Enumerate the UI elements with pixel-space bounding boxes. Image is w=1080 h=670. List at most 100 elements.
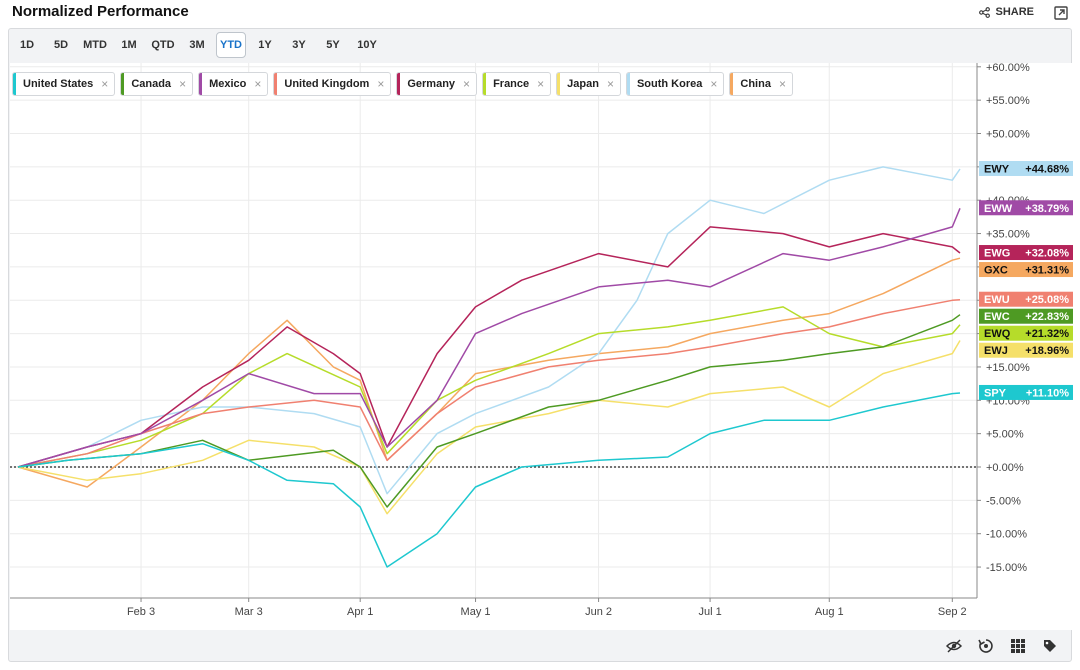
reset-zoom-icon[interactable] bbox=[978, 638, 994, 654]
end-label-value: +21.32% bbox=[1025, 328, 1069, 340]
end-label-badge bbox=[979, 342, 1073, 358]
y-tick-label: +60.00% bbox=[986, 62, 1030, 74]
end-label-value: +32.08% bbox=[1025, 248, 1069, 260]
legend-swatch bbox=[557, 73, 561, 95]
y-tick-label: +35.00% bbox=[986, 229, 1030, 241]
y-tick-label: -10.00% bbox=[986, 529, 1027, 541]
end-label-value: +18.96% bbox=[1025, 345, 1069, 357]
end-label-badge bbox=[979, 262, 1073, 278]
share-button[interactable]: SHARE bbox=[979, 6, 1034, 18]
legend-label: United Kingdom bbox=[284, 78, 370, 90]
legend-swatch bbox=[121, 73, 125, 95]
legend-label: France bbox=[493, 78, 530, 90]
legend-chip-japan[interactable]: Japan × bbox=[556, 72, 621, 96]
legend-chip-united-kingdom[interactable]: United Kingdom × bbox=[273, 72, 392, 96]
tag-icon[interactable] bbox=[1042, 638, 1058, 654]
y-tick-label: -15.00% bbox=[986, 562, 1027, 574]
remove-series-icon[interactable]: × bbox=[179, 77, 187, 91]
range-button-ytd[interactable]: YTD bbox=[216, 32, 246, 58]
remove-series-icon[interactable]: × bbox=[710, 77, 718, 91]
x-tick-label: Apr 1 bbox=[347, 606, 373, 618]
remove-series-icon[interactable]: × bbox=[254, 77, 262, 91]
range-button-10y[interactable]: 10Y bbox=[357, 39, 377, 51]
legend-swatch bbox=[483, 73, 487, 95]
legend-swatch bbox=[274, 73, 278, 95]
remove-series-icon[interactable]: × bbox=[778, 77, 786, 91]
end-label-eww: EWW +38.79% bbox=[979, 200, 1073, 216]
legend-label: Mexico bbox=[209, 78, 247, 90]
series-line-ewc bbox=[17, 314, 961, 508]
end-label-badge bbox=[979, 308, 1073, 324]
end-label-ewu: EWU +25.08% bbox=[979, 291, 1073, 307]
legend-chip-china[interactable]: China × bbox=[729, 72, 793, 96]
end-label-value: +38.79% bbox=[1025, 203, 1069, 215]
end-label-badge bbox=[979, 200, 1073, 216]
series-line-ewg bbox=[17, 226, 961, 468]
widget-header: Normalized Performance SHARE bbox=[0, 0, 1080, 26]
end-label-badge bbox=[979, 384, 1073, 400]
end-label-ticker: EWU bbox=[984, 294, 1010, 306]
end-label-ewj: EWJ +18.96% bbox=[979, 342, 1073, 358]
x-tick-label: Jun 2 bbox=[585, 606, 612, 618]
end-label-ticker: EWW bbox=[984, 203, 1013, 215]
series-line-ewy bbox=[17, 166, 961, 495]
end-label-value: +11.10% bbox=[1026, 387, 1069, 399]
hide-crosshair-icon[interactable] bbox=[946, 638, 962, 654]
legend-swatch bbox=[397, 73, 401, 95]
end-label-gxc: GXC +31.31% bbox=[979, 262, 1073, 278]
grid-icon[interactable] bbox=[1010, 638, 1026, 654]
range-button-mtd[interactable]: MTD bbox=[83, 39, 107, 51]
legend-chip-mexico[interactable]: Mexico × bbox=[198, 72, 269, 96]
end-label-badge bbox=[979, 245, 1073, 261]
end-label-value: +31.31% bbox=[1025, 265, 1069, 277]
range-button-5d[interactable]: 5D bbox=[53, 39, 69, 51]
y-tick-label: +5.00% bbox=[986, 429, 1024, 441]
range-button-1d[interactable]: 1D bbox=[19, 39, 35, 51]
series-line-gxc bbox=[17, 257, 961, 488]
remove-series-icon[interactable]: × bbox=[537, 77, 545, 91]
legend-chip-canada[interactable]: Canada × bbox=[120, 72, 194, 96]
x-tick-label: Sep 2 bbox=[938, 606, 967, 618]
end-label-ticker: EWC bbox=[984, 311, 1010, 323]
legend-label: South Korea bbox=[636, 78, 703, 90]
end-label-value: +44.68% bbox=[1025, 163, 1069, 175]
range-button-1m[interactable]: 1M bbox=[121, 39, 137, 51]
end-label-ewy: EWY +44.68% bbox=[979, 160, 1073, 176]
series-line-spy bbox=[17, 392, 961, 568]
legend-label: Germany bbox=[407, 78, 456, 90]
end-label-ewq: EWQ +21.32% bbox=[979, 325, 1073, 341]
normalized-performance-chart: -15.00%-10.00%-5.00%+0.00%+5.00%+10.00%+… bbox=[10, 62, 1073, 618]
remove-series-icon[interactable]: × bbox=[606, 77, 614, 91]
range-button-qtd[interactable]: QTD bbox=[151, 39, 175, 51]
legend-swatch bbox=[13, 73, 16, 95]
x-tick-label: Mar 3 bbox=[235, 606, 263, 618]
range-button-3y[interactable]: 3Y bbox=[292, 39, 306, 51]
legend-chip-germany[interactable]: Germany × bbox=[396, 72, 478, 96]
range-button-1y[interactable]: 1Y bbox=[258, 39, 272, 51]
end-label-ticker: SPY bbox=[984, 387, 1007, 399]
x-tick-label: Aug 1 bbox=[815, 606, 844, 618]
x-tick-label: Jul 1 bbox=[698, 606, 721, 618]
y-tick-label: +55.00% bbox=[986, 95, 1030, 107]
end-label-badge bbox=[979, 291, 1073, 307]
end-label-value: +22.83% bbox=[1025, 311, 1069, 323]
remove-series-icon[interactable]: × bbox=[101, 77, 109, 91]
series-line-ewu bbox=[17, 298, 961, 468]
legend-label: Canada bbox=[131, 78, 172, 90]
range-button-5y[interactable]: 5Y bbox=[326, 39, 340, 51]
series-line-eww bbox=[17, 208, 961, 468]
remove-series-icon[interactable]: × bbox=[463, 77, 471, 91]
legend-swatch bbox=[626, 73, 630, 95]
range-button-3m[interactable]: 3M bbox=[189, 39, 205, 51]
y-tick-label: +15.00% bbox=[986, 362, 1030, 374]
end-label-badge bbox=[979, 325, 1073, 341]
end-label-spy: SPY +11.10% bbox=[979, 384, 1073, 400]
x-tick-label: Feb 3 bbox=[127, 606, 155, 618]
legend-chip-france[interactable]: France × bbox=[482, 72, 552, 96]
popout-icon[interactable] bbox=[1054, 6, 1068, 20]
legend-chip-united-states[interactable]: United States × bbox=[12, 72, 116, 96]
series-line-ewq bbox=[17, 306, 961, 468]
legend-chip-south-korea[interactable]: South Korea × bbox=[625, 72, 725, 96]
remove-series-icon[interactable]: × bbox=[377, 77, 385, 91]
legend-label: Japan bbox=[567, 78, 599, 90]
